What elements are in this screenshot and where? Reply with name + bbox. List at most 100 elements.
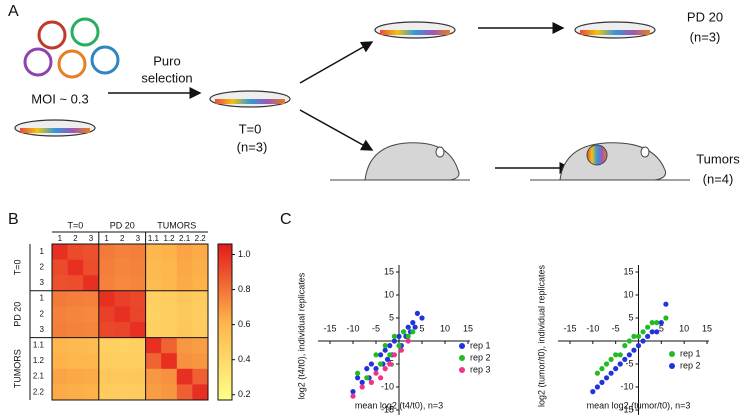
heatmap-cell — [114, 275, 131, 292]
x-tick-label: -5 — [612, 323, 620, 333]
data-point — [391, 338, 397, 344]
data-point — [359, 379, 365, 385]
heatmap-cell — [114, 259, 131, 276]
data-point — [384, 356, 391, 362]
x-tick-label: 10 — [440, 323, 450, 333]
data-point — [599, 379, 605, 385]
column-label: 2 — [120, 234, 125, 243]
legend-label: rep 1 — [680, 348, 701, 358]
column-label: 1 — [58, 234, 63, 243]
data-point — [603, 361, 610, 367]
heatmap-cell — [114, 384, 131, 401]
heatmap-cell — [145, 353, 162, 370]
row-label: 3 — [40, 278, 45, 287]
heatmap-cell — [161, 259, 178, 276]
pd20-label: PD 20 — [687, 9, 723, 24]
x-tick-label: -10 — [586, 323, 599, 333]
pd20-n: (n=3) — [690, 29, 721, 44]
data-point — [631, 347, 637, 353]
heatmap-cell — [83, 337, 100, 354]
heatmap-cell — [83, 275, 100, 292]
heatmap-cell — [114, 244, 131, 260]
column-label: 2 — [73, 234, 78, 243]
panel-label: A — [8, 3, 19, 20]
data-point — [378, 361, 384, 367]
heatmap-cell — [98, 353, 115, 370]
data-point — [626, 338, 632, 344]
selection-label: selection — [141, 70, 192, 85]
data-point — [373, 370, 379, 376]
y-tick-label: -10 — [381, 381, 394, 391]
data-point — [412, 324, 418, 330]
data-point — [405, 333, 411, 339]
data-point — [626, 352, 632, 358]
column-group-label: PD 20 — [110, 220, 135, 230]
y-axis-label: log2 (tumor/t0), individual replicates — [536, 264, 546, 407]
data-point — [635, 333, 642, 339]
data-point — [359, 384, 365, 390]
colorbar-tick-label: 0.4 — [238, 354, 251, 364]
heatmap-cell — [145, 275, 162, 292]
heatmap-cell — [176, 337, 193, 354]
heatmap-cell — [176, 368, 193, 385]
heatmap-cell — [176, 306, 193, 323]
x-tick-label: -15 — [563, 323, 576, 333]
tumors-n: (n=4) — [703, 171, 734, 186]
data-point — [617, 352, 623, 358]
heatmap-cell — [67, 306, 84, 323]
y-tick-label: -15 — [381, 404, 394, 414]
data-point — [645, 333, 651, 339]
colorbar-tick-label: 0.6 — [238, 319, 251, 329]
column-label: 3 — [89, 234, 94, 243]
heatmap-cell — [176, 244, 193, 260]
column-group-label: T=0 — [68, 220, 84, 230]
data-point — [378, 375, 384, 381]
heatmap-cell — [161, 306, 178, 323]
heatmap-cell — [83, 322, 100, 338]
heatmap-cell — [176, 384, 193, 401]
t0-label: T=0 — [239, 121, 262, 136]
y-tick-label: 5 — [389, 312, 394, 322]
column-label: 1 — [104, 234, 109, 243]
heatmap-cell — [130, 259, 146, 276]
heatmap-cell — [98, 290, 115, 307]
data-point — [387, 361, 393, 367]
data-point — [382, 366, 388, 372]
heatmap-cell — [67, 322, 84, 338]
data-point — [355, 375, 361, 381]
heatmap-cell — [114, 337, 131, 354]
data-point — [419, 315, 425, 321]
legend-marker — [669, 351, 675, 357]
data-point — [396, 333, 402, 339]
data-point — [410, 329, 416, 335]
data-point — [391, 352, 397, 358]
heatmap-cell — [83, 368, 100, 385]
heatmap-cell — [145, 244, 162, 260]
data-point — [368, 361, 374, 367]
row-group-label: PD 20 — [12, 302, 22, 327]
row-label: 1.2 — [33, 356, 45, 365]
data-point — [355, 370, 361, 376]
heatmap-cell — [176, 353, 193, 370]
heatmap-cell — [114, 353, 131, 370]
heatmap-cell — [145, 337, 162, 354]
x-tick-label: -5 — [372, 323, 380, 333]
y-tick-label: 15 — [623, 266, 633, 276]
data-point — [645, 324, 651, 330]
row-label: 2 — [40, 263, 45, 272]
heatmap-cell — [130, 290, 146, 307]
data-point — [654, 320, 660, 326]
column-label: 1.1 — [148, 234, 160, 243]
row-label: 2.2 — [33, 387, 45, 396]
heatmap-cell — [98, 244, 115, 260]
heatmap-frame — [51, 243, 209, 401]
y-tick-label: 10 — [384, 289, 394, 299]
heatmap-cell — [114, 368, 131, 385]
data-point — [635, 343, 642, 349]
x-tick-label: 5 — [659, 323, 664, 333]
heatmap-cell — [161, 337, 178, 354]
heatmap-cell — [192, 384, 209, 401]
heatmap-cell — [161, 322, 178, 338]
heatmap-cell — [52, 290, 68, 307]
y-tick-label: -15 — [620, 404, 633, 414]
